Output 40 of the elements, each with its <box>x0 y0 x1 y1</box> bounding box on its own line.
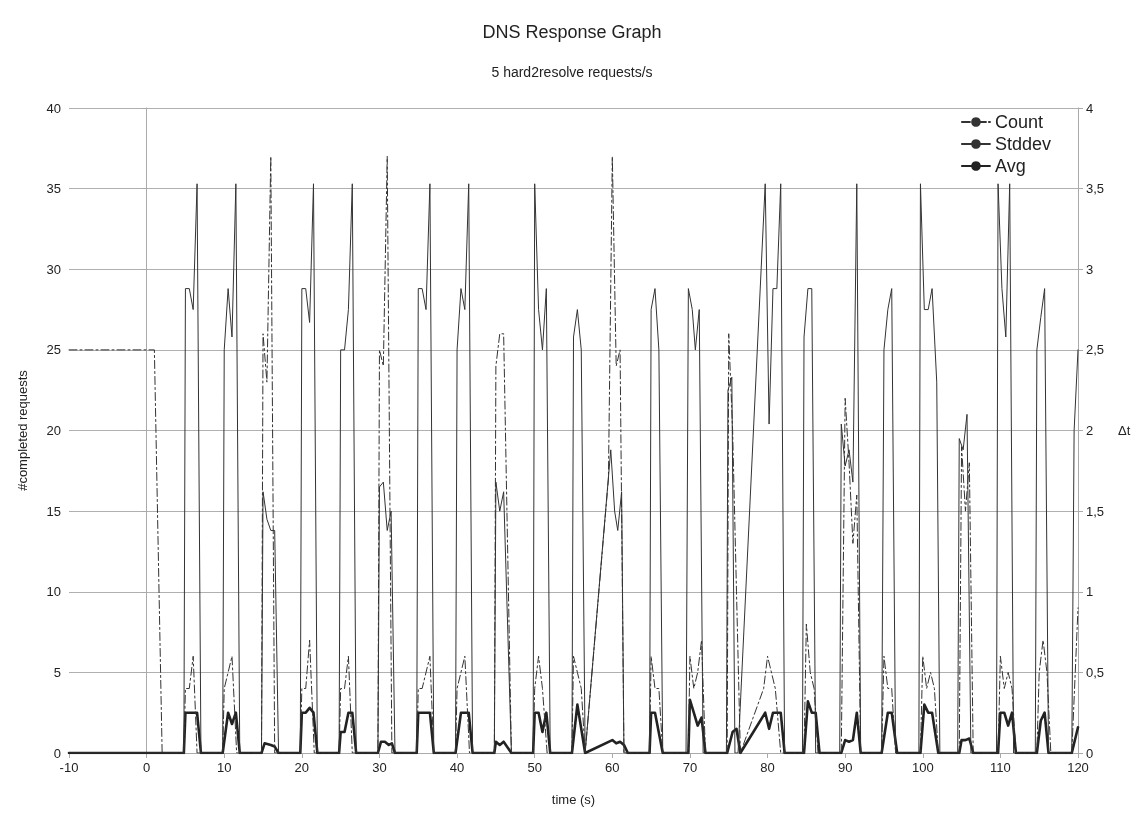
y-axis-title: #completed requests <box>15 369 30 491</box>
legend-label: Count <box>994 112 1044 132</box>
x-tick-label: 30 <box>372 760 387 775</box>
y2-tick-label: 2 <box>1086 423 1094 438</box>
y-tick-label: 30 <box>46 261 61 277</box>
x-tick-label: 60 <box>605 760 620 775</box>
x-tick-label: 110 <box>990 760 1011 775</box>
y2-tick-label: 1 <box>1086 584 1094 600</box>
x-tick-label: 0 <box>143 760 151 775</box>
x-tick-label: 20 <box>294 760 310 775</box>
y-tick-label: 15 <box>46 503 61 519</box>
x-tick-label: 90 <box>837 760 853 775</box>
x-tick-label: 120 <box>1067 760 1089 775</box>
y-tick-label: 5 <box>53 664 61 680</box>
x-tick-label: 70 <box>682 760 698 775</box>
x-tick-label: 10 <box>217 760 232 775</box>
legend-label: Stddev <box>994 134 1052 154</box>
y2-tick-label: 0,5 <box>1086 664 1105 680</box>
x-tick-label: -10 <box>59 760 79 775</box>
chart-subtitle: 5 hard2resolve requests/s <box>491 64 653 80</box>
y2-tick-label: 1,5 <box>1086 503 1105 519</box>
x-axis-title: time (s) <box>551 792 596 807</box>
y2-tick-label: 0 <box>1086 745 1094 761</box>
x-tick-label: 100 <box>911 760 934 775</box>
legend-label: Avg <box>994 156 1026 176</box>
y-tick-label: 0 <box>53 745 61 761</box>
y-tick-label: 20 <box>46 423 61 438</box>
y2-tick-label: 3,5 <box>1086 181 1105 197</box>
y2-axis-title: Δt <box>1118 423 1131 438</box>
y2-tick-label: 3 <box>1086 261 1094 277</box>
y-tick-label: 10 <box>46 584 61 600</box>
y-tick-label: 25 <box>46 342 61 358</box>
x-tick-label: 50 <box>527 760 542 775</box>
y-tick-label: 35 <box>46 181 61 197</box>
chart-title: DNS Response Graph <box>482 22 662 42</box>
y2-tick-label: 4 <box>1086 100 1094 116</box>
y-tick-label: 40 <box>46 100 61 116</box>
x-tick-label: 80 <box>760 760 775 775</box>
x-tick-label: 40 <box>449 760 465 775</box>
y2-tick-label: 2,5 <box>1086 342 1105 358</box>
